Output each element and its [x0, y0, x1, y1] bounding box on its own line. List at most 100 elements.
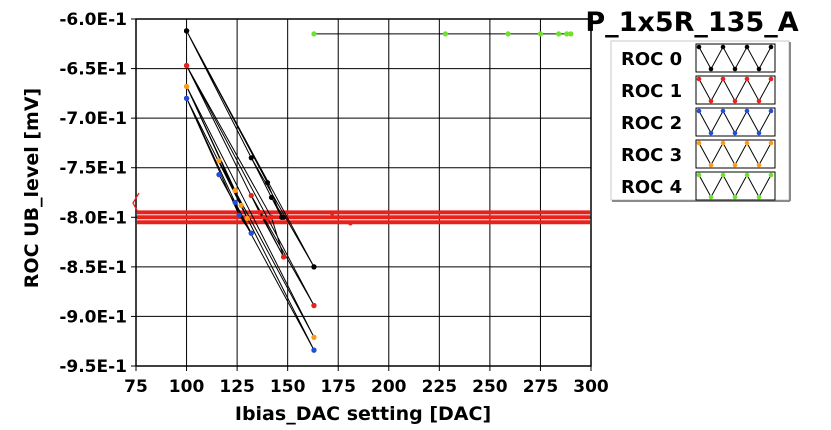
y-tick-labels: -6.0E-1 -6.5E-1 -7.0E-1 -7.5E-1 -8.0E-1 -8.5E… [59, 10, 127, 377]
legend-marker-roc-4 [708, 194, 714, 200]
legend-marker-roc-4 [768, 172, 774, 178]
data-point-roc-0 [281, 214, 287, 220]
extra-data-point [329, 211, 335, 216]
data-point-roc-1 [281, 254, 287, 260]
extra-data-point [265, 216, 270, 222]
legend-marker-roc-1 [708, 98, 714, 104]
legend-marker-roc-2 [720, 108, 726, 114]
y-tick-label: -7.5E-1 [59, 159, 127, 179]
data-point-roc-4 [505, 31, 511, 37]
legend-marker-roc-0 [732, 66, 738, 72]
plot-frame [135, 18, 592, 367]
x-tick-label: 225 [422, 377, 458, 397]
data-point-roc-0 [183, 28, 190, 34]
series-line-roc-0 [186, 30, 315, 268]
y-axis-title: ROC UB_level [mV] [21, 88, 43, 288]
legend-marker-roc-2 [756, 130, 762, 136]
plot-area [136, 19, 591, 366]
extra-data-point [261, 214, 266, 220]
data-point-roc-2 [183, 95, 190, 101]
data-point-roc-0 [268, 194, 275, 201]
extra-data-point [348, 220, 353, 226]
legend-marker-roc-2 [768, 108, 774, 114]
data-point-roc-3 [311, 334, 317, 340]
legend-marker-roc-4 [732, 194, 738, 200]
x-tick-label: 100 [169, 377, 205, 397]
legend-marker-roc-0 [768, 44, 774, 50]
legend-items: ROC 0 ROC 1 ROC 2 ROC 3 ROC 4 [621, 43, 776, 201]
y-tick-label: -9.5E-1 [59, 357, 127, 377]
legend-label-roc-2: ROC 2 [621, 113, 682, 134]
x-tick-label: 175 [320, 377, 356, 397]
legend-marker-roc-0 [744, 44, 750, 50]
data-point-roc-4 [311, 31, 317, 37]
y-axis-marker [132, 192, 140, 215]
legend-label-roc-4: ROC 4 [621, 177, 682, 198]
y-tick-label: -8.5E-1 [59, 258, 127, 278]
x-tick-label: 125 [219, 377, 255, 397]
reference-lines [137, 210, 590, 225]
legend-marker-roc-1 [768, 76, 774, 82]
grid [131, 18, 592, 371]
data-point-roc-4 [537, 31, 544, 37]
data-point-roc-4 [564, 31, 570, 37]
data-point-roc-1 [268, 214, 275, 220]
data-point-roc-3 [232, 187, 238, 194]
data-point-roc-1 [183, 62, 190, 69]
y-tick-label: -9.0E-1 [59, 307, 127, 327]
legend-marker-roc-4 [744, 172, 750, 178]
data-point-roc-0 [264, 179, 271, 186]
legend-marker-roc-4 [720, 172, 726, 178]
data-point-roc-3 [244, 215, 250, 221]
legend-label-roc-0: ROC 0 [621, 49, 682, 70]
legend-marker-roc-0 [696, 44, 702, 50]
x-tick-label: 275 [523, 377, 559, 397]
legend-marker-roc-3 [768, 140, 774, 146]
data-point-roc-2 [236, 212, 242, 218]
legend-marker-roc-3 [708, 162, 714, 168]
data-point-roc-1 [248, 192, 254, 199]
data-point-roc-3 [216, 158, 222, 164]
legend-marker-roc-3 [744, 140, 750, 146]
legend-marker-roc-3 [696, 140, 702, 146]
data-point-roc-2 [216, 172, 222, 178]
legend-marker-roc-3 [756, 162, 762, 168]
data-point-roc-3 [183, 83, 190, 90]
x-axis-title: Ibias_DAC setting [DAC] [235, 403, 491, 425]
legend-marker-roc-2 [744, 108, 750, 114]
legend-marker-roc-2 [708, 130, 714, 136]
data-point-roc-0 [248, 155, 254, 161]
y-tick-label: -6.0E-1 [59, 10, 127, 30]
legend-marker-roc-4 [696, 172, 702, 178]
legend-marker-roc-1 [756, 98, 762, 104]
legend-marker-roc-1 [696, 76, 702, 82]
legend-marker-roc-2 [696, 108, 702, 114]
legend-marker-roc-2 [732, 130, 738, 136]
legend-label-roc-3: ROC 3 [621, 145, 682, 166]
legend-marker-roc-1 [732, 98, 738, 104]
legend-marker-roc-0 [708, 66, 714, 72]
data-point-roc-0 [311, 264, 317, 270]
data-point-roc-1 [256, 209, 262, 215]
x-tick-label: 250 [472, 377, 508, 397]
y-tick-label: -8.0E-1 [59, 208, 127, 228]
data-point-roc-2 [232, 199, 238, 206]
x-tick-label: 75 [124, 377, 148, 397]
data-point-roc-4 [556, 31, 562, 37]
legend-marker-roc-4 [756, 194, 762, 200]
data-point-roc-3 [238, 202, 244, 208]
x-tick-label: 200 [371, 377, 407, 397]
legend-marker-roc-0 [720, 44, 726, 50]
x-tick-label: 300 [573, 377, 609, 397]
y-tick-label: -6.5E-1 [59, 60, 127, 80]
legend-marker-roc-1 [744, 76, 750, 82]
legend-marker-roc-3 [720, 140, 726, 146]
x-tick-label: 150 [270, 377, 306, 397]
data-point-roc-2 [311, 347, 317, 353]
data-point-roc-4 [442, 31, 448, 37]
y-tick-label: -7.0E-1 [59, 109, 127, 129]
series-line-roc-1 [186, 65, 315, 306]
legend-marker-roc-3 [732, 162, 738, 168]
data-point-roc-4 [568, 31, 574, 37]
